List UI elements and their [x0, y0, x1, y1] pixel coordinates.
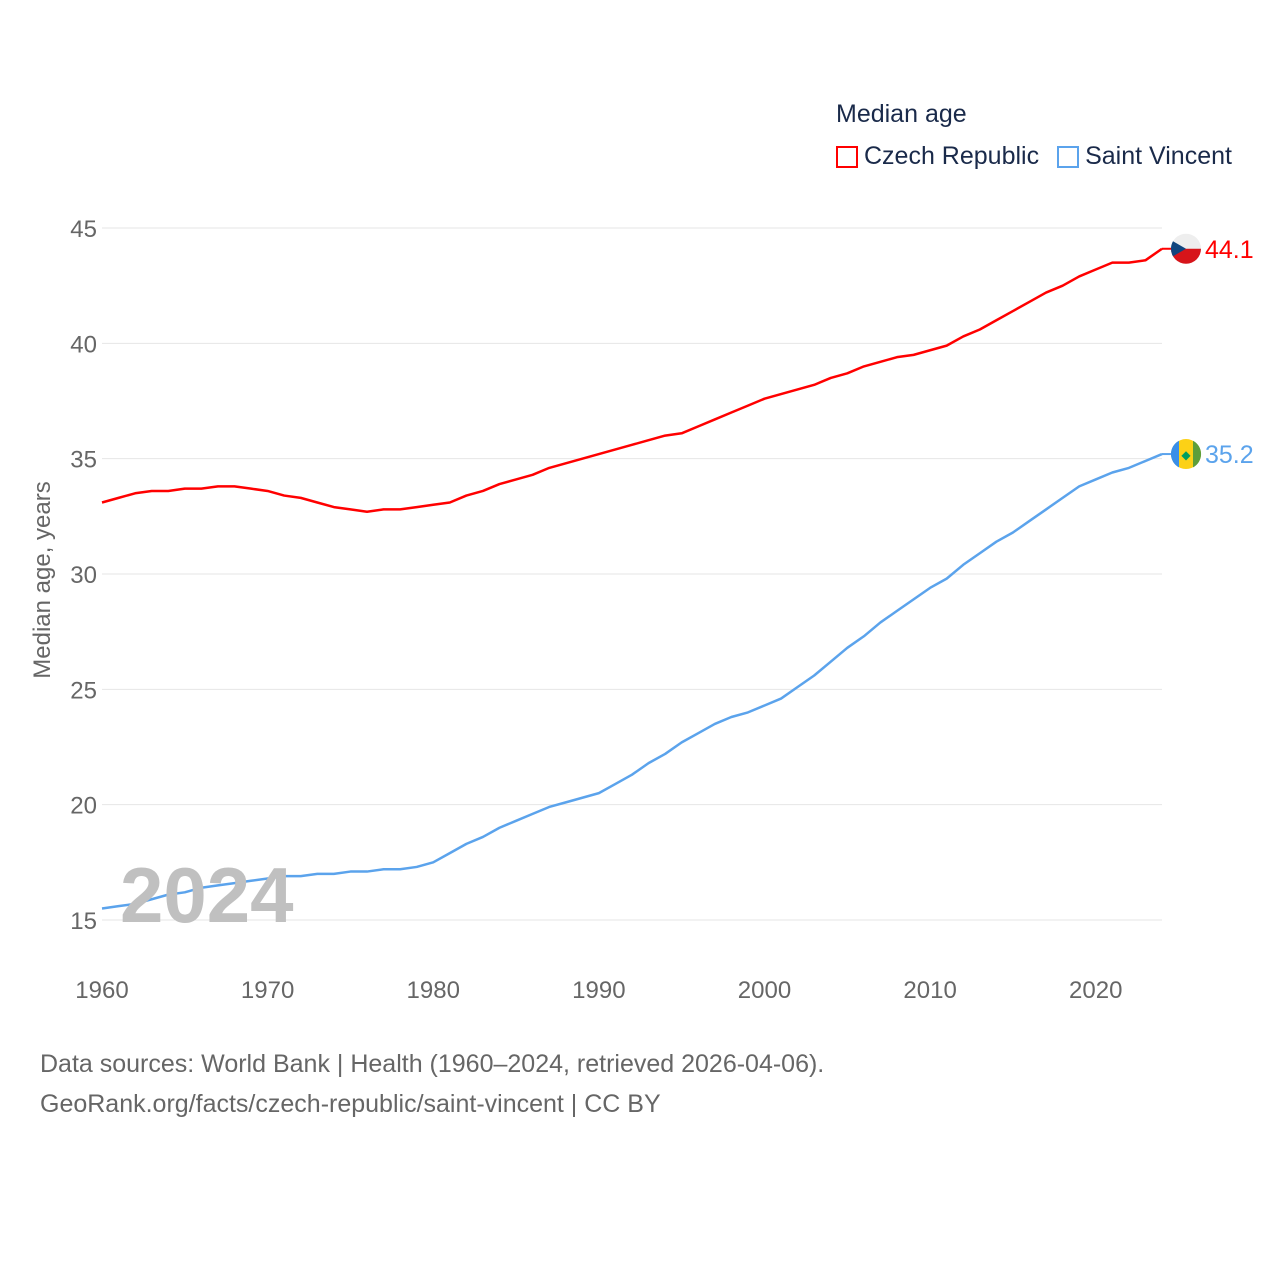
year-watermark: 2024 — [120, 851, 294, 939]
y-tick-label: 45 — [70, 216, 97, 243]
x-tick-label: 1990 — [572, 977, 625, 1004]
legend-swatch — [1057, 145, 1080, 168]
legend: Czech Republic Saint Vincent — [836, 142, 1232, 171]
series-line-saint-vincent — [101, 452, 1163, 910]
y-tick-label: 25 — [70, 677, 97, 704]
x-tick-label: 2000 — [738, 977, 791, 1004]
y-tick-label: 30 — [70, 562, 97, 589]
x-tick-label: 1980 — [407, 977, 460, 1004]
saint-vincent-flag-icon — [1193, 440, 1202, 468]
legend-swatch — [836, 145, 858, 168]
czech-flag-icon — [1170, 241, 1186, 257]
legend-item-saint-vincent[interactable]: Saint Vincent — [1057, 142, 1232, 171]
y-tick-label: 20 — [70, 793, 97, 820]
x-tick-label: 1970 — [241, 977, 294, 1004]
source-link[interactable]: GeoRank.org/facts/czech-republic/saint-v… — [40, 1090, 661, 1118]
legend-title: Median age — [836, 100, 967, 128]
x-tick-label: 1960 — [75, 977, 128, 1004]
footer: Data sources: World Bank | Health (1960–… — [40, 1044, 824, 1124]
y-tick-label: 15 — [70, 908, 97, 935]
x-tick-label: 2010 — [903, 977, 956, 1004]
legend-item-czech-republic[interactable]: Czech Republic — [836, 142, 1039, 171]
saint-vincent-flag-icon: ◆ — [1181, 448, 1191, 462]
end-value-label: 44.1 — [1205, 236, 1254, 264]
data-sources: Data sources: World Bank | Health (1960–… — [40, 1050, 825, 1078]
end-value-label: 35.2 — [1205, 441, 1254, 469]
saint-vincent-flag-icon — [1170, 440, 1179, 468]
legend-label: Saint Vincent — [1085, 142, 1232, 170]
y-tick-label: 35 — [70, 447, 97, 474]
series-line-czech-republic — [101, 247, 1163, 513]
y-tick-label: 40 — [70, 331, 97, 358]
y-axis-label: Median age, years — [29, 481, 56, 678]
x-tick-label: 2020 — [1069, 977, 1122, 1004]
legend-label: Czech Republic — [864, 142, 1040, 170]
